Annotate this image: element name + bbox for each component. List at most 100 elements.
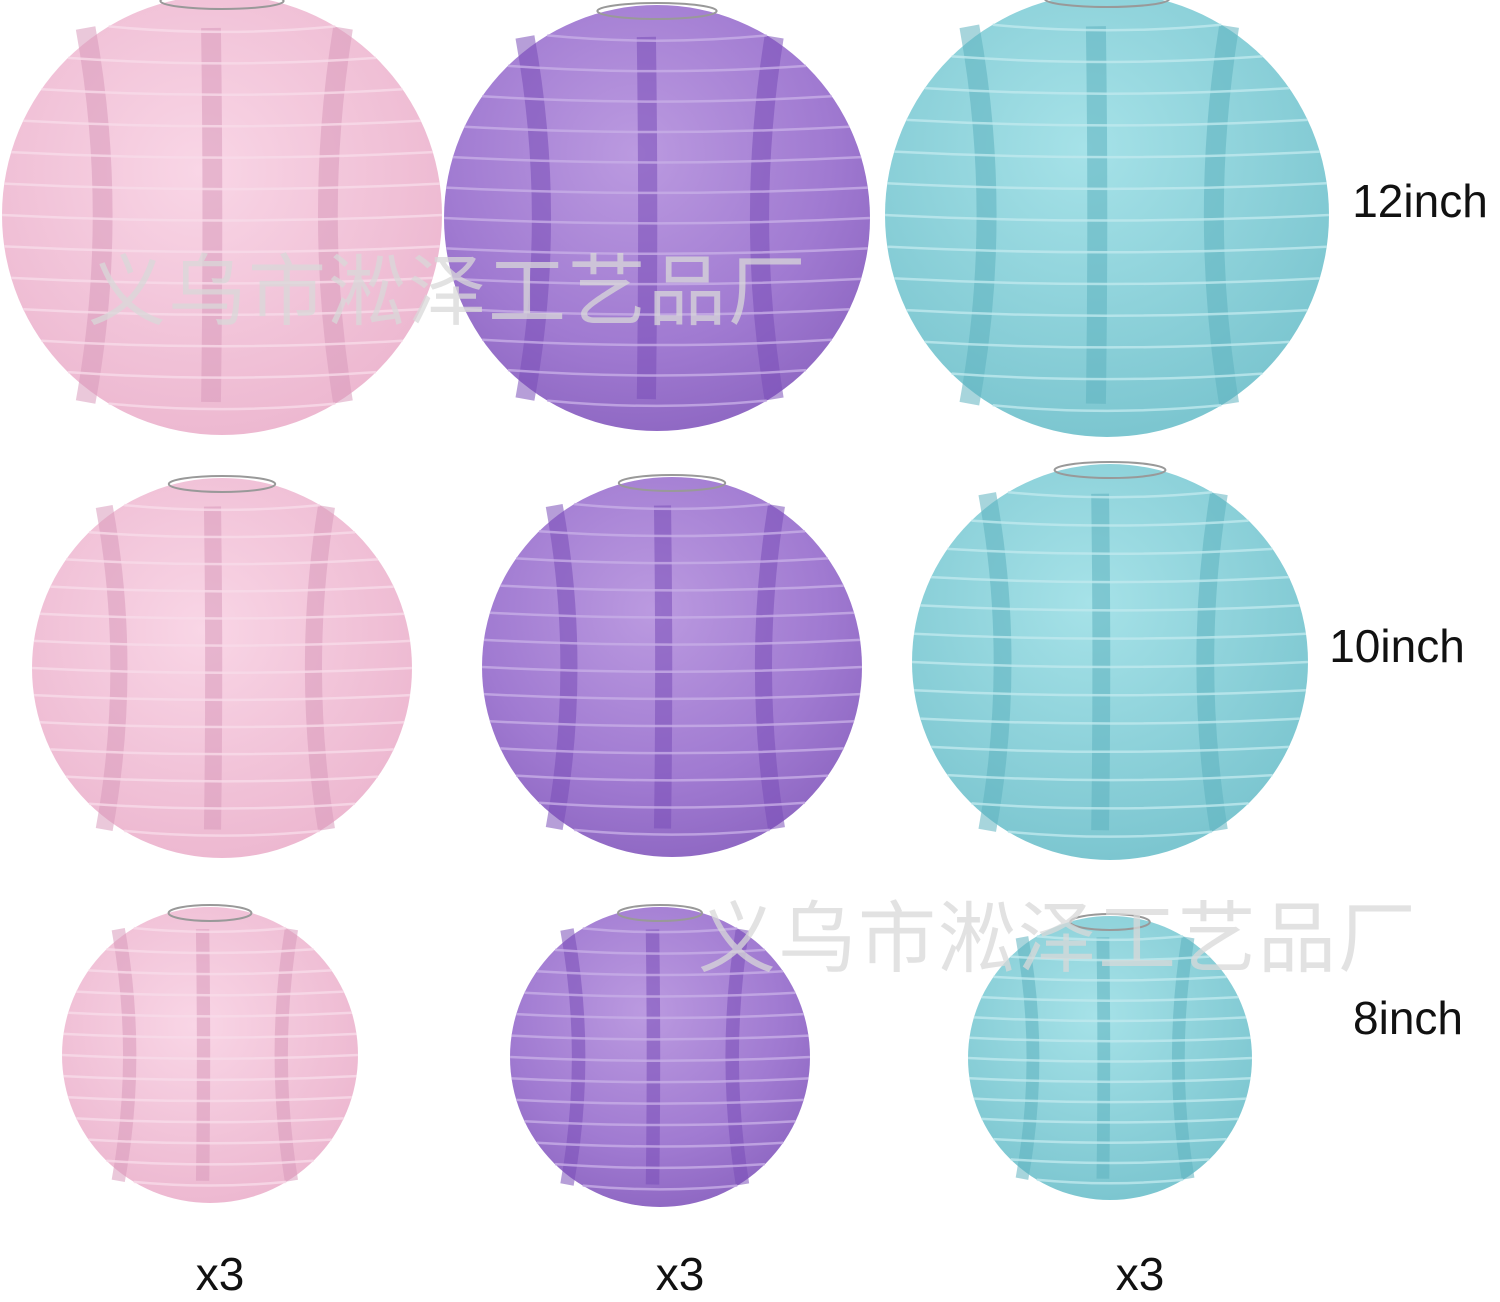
- lantern-rib: [88, 531, 356, 539]
- lantern-rib: [924, 86, 1290, 95]
- lantern-rib: [931, 575, 1289, 584]
- lantern-rib: [88, 802, 356, 810]
- lantern-seam: [978, 492, 1012, 832]
- lantern-rib: [507, 64, 807, 73]
- lantern-seam: [203, 506, 223, 830]
- lantern-rib: [507, 368, 807, 377]
- lantern-rib: [66, 775, 378, 783]
- lantern-rib: [1, 213, 443, 222]
- lantern-rib: [913, 632, 1307, 640]
- lantern-seam: [1171, 936, 1195, 1180]
- lantern-rib: [483, 692, 861, 701]
- lantern-seam: [317, 26, 353, 404]
- lantern-rib: [76, 1117, 344, 1124]
- lantern-seam: [195, 929, 211, 1181]
- lantern-rib: [574, 502, 770, 511]
- lantern-seam: [201, 27, 223, 403]
- lantern-rib: [33, 693, 411, 702]
- lantern-seam: [725, 928, 750, 1186]
- lantern-rib: [63, 1032, 357, 1039]
- lantern-wire: [1069, 913, 1151, 931]
- quantity-label: x3: [196, 1248, 245, 1300]
- lantern-seam: [749, 35, 784, 401]
- lantern-seam: [515, 35, 552, 401]
- lantern-rib: [443, 216, 871, 225]
- lantern-rib: [524, 1120, 796, 1127]
- lantern-rib: [1036, 1178, 1184, 1185]
- lantern: [61, 904, 359, 1203]
- size-label: 12inch: [1352, 175, 1488, 227]
- lantern-rib: [536, 1141, 784, 1148]
- lantern: [911, 461, 1309, 860]
- lantern-rib: [133, 1180, 287, 1187]
- lantern-rib: [992, 404, 1222, 413]
- lantern-rib: [452, 155, 862, 164]
- lantern-seam: [1085, 26, 1108, 404]
- lantern-rib: [1007, 491, 1213, 499]
- lantern-seam: [75, 26, 113, 404]
- lantern-wire: [159, 0, 285, 10]
- lantern-rib: [981, 995, 1239, 1002]
- quantity-label: x3: [1116, 1248, 1165, 1300]
- lantern-rib: [452, 277, 862, 286]
- lantern: [31, 475, 413, 858]
- lantern-rib: [1007, 830, 1213, 838]
- lantern-rib: [63, 1074, 357, 1082]
- lantern-seam: [1203, 24, 1239, 406]
- lantern-rib: [536, 970, 784, 977]
- lantern-rib: [947, 547, 1273, 556]
- lantern-rib: [1036, 935, 1184, 942]
- lantern-rib: [951, 372, 1263, 381]
- lantern-rib: [971, 519, 1249, 527]
- lantern-rib: [66, 558, 378, 566]
- lantern-rib: [887, 245, 1327, 254]
- lantern-rib: [894, 277, 1320, 286]
- lantern-rib: [981, 1117, 1239, 1124]
- lantern-wire: [617, 904, 703, 922]
- lantern-rib: [951, 55, 1263, 64]
- lantern-rib: [524, 991, 796, 998]
- watermark: 义乌市淞泽工艺品厂: [88, 248, 808, 336]
- lantern: [967, 913, 1253, 1200]
- lantern-rib: [4, 245, 440, 254]
- lantern-rib: [913, 689, 1307, 697]
- lantern-rib: [538, 530, 806, 538]
- lantern-rib: [509, 1055, 811, 1062]
- lantern-seam: [636, 36, 658, 400]
- lantern-rib: [500, 747, 844, 755]
- lantern-rib: [516, 1012, 804, 1020]
- lantern-rib: [947, 773, 1273, 782]
- lantern-rib: [39, 612, 405, 620]
- lantern-rib: [124, 829, 320, 837]
- lantern-rib: [924, 340, 1290, 349]
- lantern-rib: [894, 150, 1320, 159]
- lantern-rib: [969, 1036, 1251, 1043]
- lantern-rib: [516, 1098, 804, 1105]
- lantern-rib: [482, 338, 832, 347]
- lantern: [884, 0, 1330, 437]
- lantern-seam: [1091, 493, 1111, 831]
- lantern-rib: [464, 125, 850, 134]
- lantern-rib: [489, 720, 855, 728]
- lantern-rib: [23, 119, 421, 128]
- lantern-rib: [574, 828, 770, 836]
- lantern-rib: [108, 25, 336, 34]
- lantern-rib: [106, 948, 314, 955]
- lantern-rib: [446, 186, 868, 195]
- lantern-rib: [582, 1184, 738, 1191]
- lantern-rib: [481, 665, 863, 673]
- lantern-rib: [931, 745, 1289, 754]
- lantern-rib: [11, 276, 433, 285]
- lantern: [443, 2, 871, 431]
- lantern-rib: [511, 1034, 809, 1041]
- lantern-rib: [973, 1016, 1247, 1023]
- lantern-wire: [617, 474, 727, 492]
- lantern-rib: [4, 182, 440, 191]
- lantern-seam: [111, 928, 137, 1182]
- lantern-rib: [50, 585, 394, 593]
- lantern-rib: [31, 666, 413, 674]
- lantern-rib: [554, 948, 766, 955]
- lanterns: [1, 0, 1330, 1207]
- lantern-rib: [906, 308, 1308, 317]
